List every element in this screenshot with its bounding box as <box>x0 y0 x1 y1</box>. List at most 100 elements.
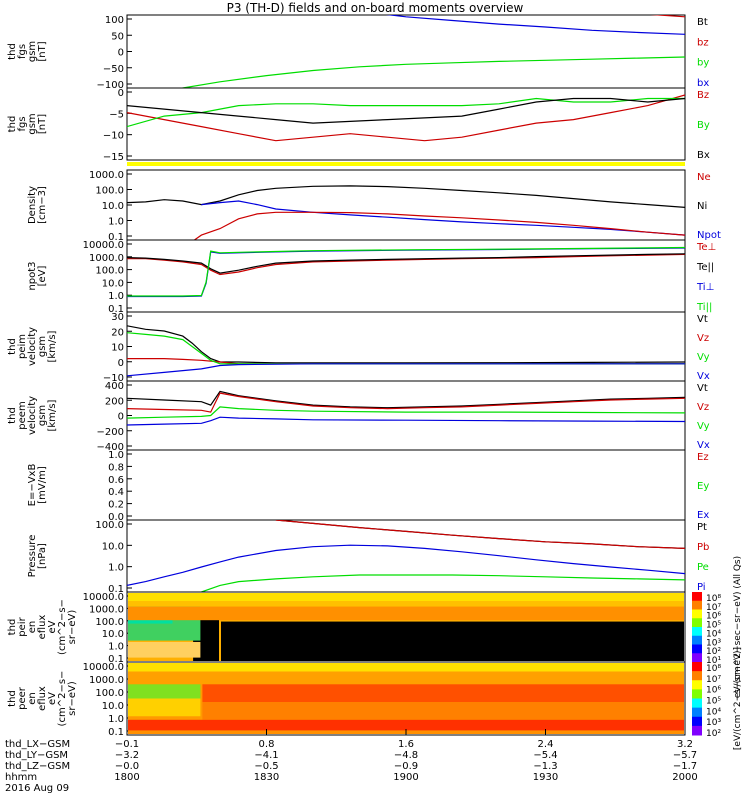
y-axis-label: gsm <box>27 113 38 134</box>
flag-bar <box>127 162 685 166</box>
colorbar-label: 10⁶ <box>706 686 721 696</box>
series-line-Pb <box>275 520 685 549</box>
series-line-Pe <box>196 574 685 592</box>
legend-entry: Npot <box>697 230 721 241</box>
panel-frame <box>126 311 686 382</box>
legend-entry: Ni <box>697 201 707 212</box>
colorbar-swatch <box>692 707 702 718</box>
legend-entry: Pi <box>697 582 706 593</box>
series-line-bx <box>385 15 685 35</box>
x-tick-label: −1.3 <box>533 761 557 772</box>
series-line-Vx <box>127 416 685 426</box>
y-tick-label: 1.0 <box>108 714 124 725</box>
panel-spec_e: thd peer en eflux eV (cm^2−s− sr−eV) 10000.0 100… <box>7 661 686 738</box>
series-line-By <box>127 97 685 128</box>
y-tick-label: 10000.0 <box>83 240 124 251</box>
y-axis-label: gsm <box>37 336 48 357</box>
legend-entry: Pe <box>697 562 709 573</box>
page-title: P3 (TH-D) fields and on-board moments ov… <box>226 1 524 15</box>
panel-spec_i: thd peir en eflux eV (cm^2−s− sr−eV)10000.0100… <box>7 591 686 665</box>
spectrogram-band <box>128 663 684 672</box>
colorbar-swatch <box>692 716 702 727</box>
y-tick-label: 20 <box>111 327 124 338</box>
y-axis-label: thd <box>7 407 18 424</box>
colorbar-swatch <box>692 600 702 610</box>
y-axis-label: sr−eV) <box>67 681 78 716</box>
y-tick-label: −5 <box>109 109 124 120</box>
colorbar-label: 10⁵ <box>706 621 721 631</box>
legend-entry: Vy <box>697 421 710 432</box>
x-tick-label: 1800 <box>114 772 139 783</box>
y-tick-label: 0.1 <box>108 727 124 738</box>
y-tick-label: 0.1 <box>108 304 124 315</box>
y-tick-label: 50 <box>111 31 124 42</box>
y-tick-label: 10.0 <box>102 278 124 289</box>
y-axis-label: npot3 <box>27 261 38 290</box>
y-axis-label: peer <box>17 686 28 710</box>
x-tick-label: 1830 <box>254 772 279 783</box>
colorbar-label: 10³ <box>706 638 721 648</box>
x-axis-row-label: thd_LZ−GSM <box>5 761 70 772</box>
colorbar-label: 10⁸ <box>706 594 721 604</box>
x-tick-label: 3.2 <box>677 739 693 750</box>
y-tick-label: 10.0 <box>102 701 124 712</box>
y-axis-label: [nT] <box>37 114 48 134</box>
y-tick-label: 0 <box>118 88 124 99</box>
spectrogram-band <box>128 698 201 717</box>
legend-entry: Ey <box>697 481 709 492</box>
x-tick-label: 2.4 <box>538 739 554 750</box>
y-axis-label: eV <box>47 692 58 705</box>
colorbar-swatch <box>692 689 702 699</box>
x-axis-row-label: thd_LX−GSM <box>5 739 70 750</box>
colorbar-swatch <box>692 627 702 637</box>
colorbar-label: 10⁸ <box>706 664 721 674</box>
legend-entry: Vt <box>697 314 708 325</box>
x-axis-row-label: hhmm <box>5 772 37 783</box>
y-tick-label: 10 <box>111 343 124 354</box>
y-axis-label: Density <box>27 186 38 224</box>
panel-frame <box>126 169 686 241</box>
y-axis-label: eV <box>47 620 58 633</box>
y-axis-label: eflux <box>37 615 48 640</box>
x-tick-label: −0.1 <box>115 739 139 750</box>
colorbar-title: eV/(cm^2−sec−sr−eV) (All Qs) <box>733 556 743 698</box>
spectrogram-band <box>128 601 684 607</box>
y-tick-label: 1.0 <box>108 642 124 653</box>
y-tick-label: 1.0 <box>108 217 124 228</box>
spectrogram-band <box>202 684 684 703</box>
x-tick-label: −1.7 <box>673 761 697 772</box>
legend-entry: bx <box>697 78 709 89</box>
y-tick-label: 0.1 <box>108 232 124 243</box>
y-axis-label: fgs <box>17 116 28 131</box>
series-line-Te⊥ <box>127 253 685 276</box>
y-tick-label: 100.0 <box>95 520 124 531</box>
y-tick-label: 0.0 <box>108 512 124 523</box>
spectrogram-band <box>128 719 684 731</box>
x-tick-label: 0.8 <box>259 739 275 750</box>
y-axis-label: thd <box>7 116 18 133</box>
series-line-Vy <box>127 406 685 419</box>
panel-temperature: npot3 [eV] 10000.0 1000.0 100.010.0 1.0 0.1 Te⊥… <box>27 239 716 315</box>
series-line-Vz <box>127 392 685 413</box>
y-axis-label: gsm <box>27 41 38 62</box>
spectrogram-band <box>128 641 201 658</box>
y-tick-label: 10.0 <box>102 629 124 640</box>
spectrogram-band <box>221 621 684 661</box>
legend-entry: Ez <box>697 452 709 463</box>
y-axis-label: fgs <box>17 44 28 59</box>
panel-frame <box>126 449 686 521</box>
legend-entry: Vz <box>697 402 709 413</box>
y-tick-label: 10.0 <box>102 201 124 212</box>
series-line-Bx <box>127 97 685 124</box>
y-axis-label: (cm^2−s− <box>57 671 68 727</box>
series-line-by <box>179 56 685 88</box>
x-tick-label: −0.9 <box>394 761 418 772</box>
y-tick-label: 1000.0 <box>89 675 124 686</box>
y-tick-label: 100.0 <box>95 186 124 197</box>
legend-entry: Bz <box>697 90 709 101</box>
legend-entry: Bx <box>697 150 710 161</box>
series-line-Vt <box>127 390 685 409</box>
legend-entry: Ti|| <box>696 302 712 313</box>
y-tick-label: −200 <box>97 427 124 438</box>
legend-entry: by <box>697 58 709 69</box>
